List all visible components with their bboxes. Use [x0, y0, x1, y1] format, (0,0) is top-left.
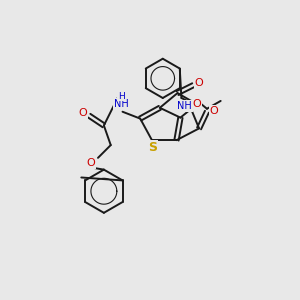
Text: O: O: [209, 106, 218, 116]
Text: O: O: [193, 99, 202, 109]
Text: NH: NH: [114, 99, 129, 109]
Text: H: H: [118, 92, 125, 100]
Text: O: O: [87, 158, 95, 168]
Text: S: S: [148, 141, 158, 154]
Text: O: O: [195, 78, 203, 88]
Text: O: O: [78, 108, 87, 118]
Text: NH: NH: [177, 101, 192, 111]
